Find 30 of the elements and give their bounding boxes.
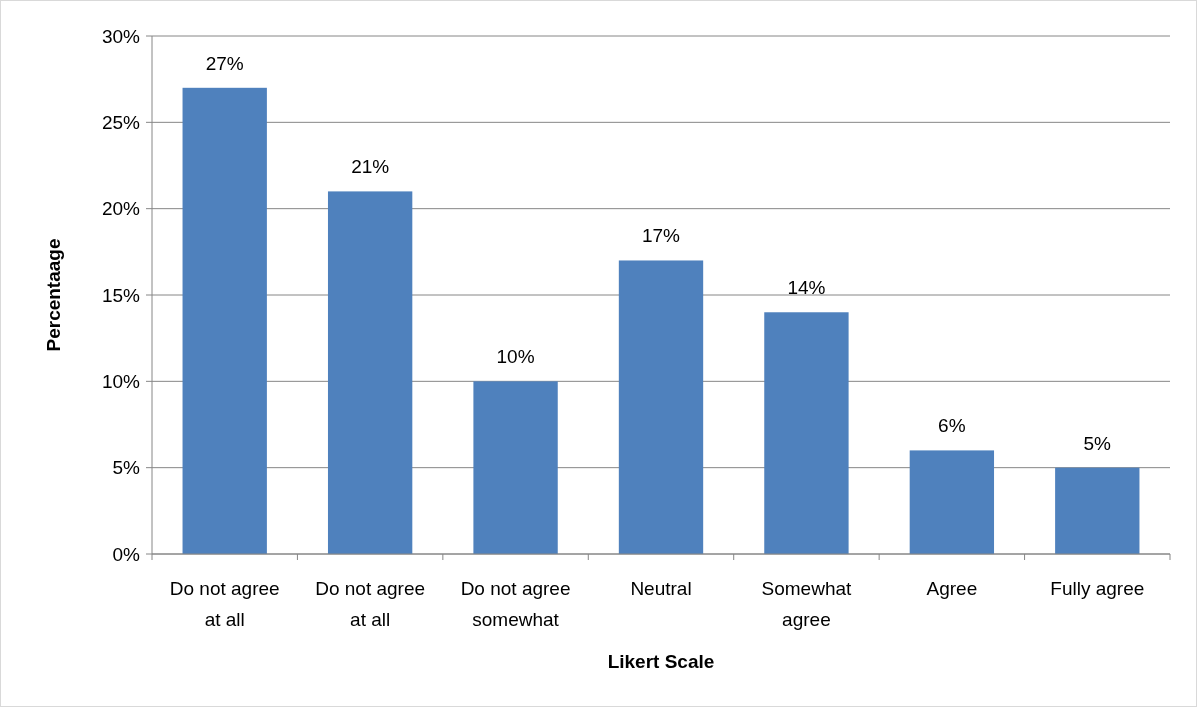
bar [327,191,413,554]
y-tick-label: 30% [101,25,141,47]
x-tick-label: Somewhat agree [761,578,853,630]
data-label: 5% [1083,432,1112,454]
data-label: 14% [787,277,826,299]
data-label: 17% [641,225,681,247]
data-label: 27% [205,52,244,74]
data-label: 6% [938,415,966,437]
y-tick-label: 20% [101,198,141,220]
x-tick-label: Do not agree somewhat [460,578,571,630]
x-tick-label: Do not agree at all [315,578,426,630]
x-tick-label: Do not agree at all [169,578,280,630]
data-label: 21% [351,156,390,178]
y-tick-label: 0% [112,543,141,565]
y-tick-label: 15% [101,284,141,306]
bar [618,260,704,554]
bar [764,312,849,554]
y-axis-title: Percentaage [43,238,64,352]
x-tick-label: Neutral [630,578,692,599]
y-tick-label: 25% [101,111,141,133]
bar [473,381,558,554]
bar [182,87,267,554]
y-tick-label: 10% [101,370,141,392]
data-label: 10% [496,346,535,368]
x-tick-label: Fully agree [1050,578,1145,599]
x-axis-title: Likert Scale [607,651,715,672]
x-tick-label: Agree [926,578,978,599]
bar [1055,467,1140,554]
y-tick-label: 5% [112,457,141,479]
bar [909,450,995,554]
